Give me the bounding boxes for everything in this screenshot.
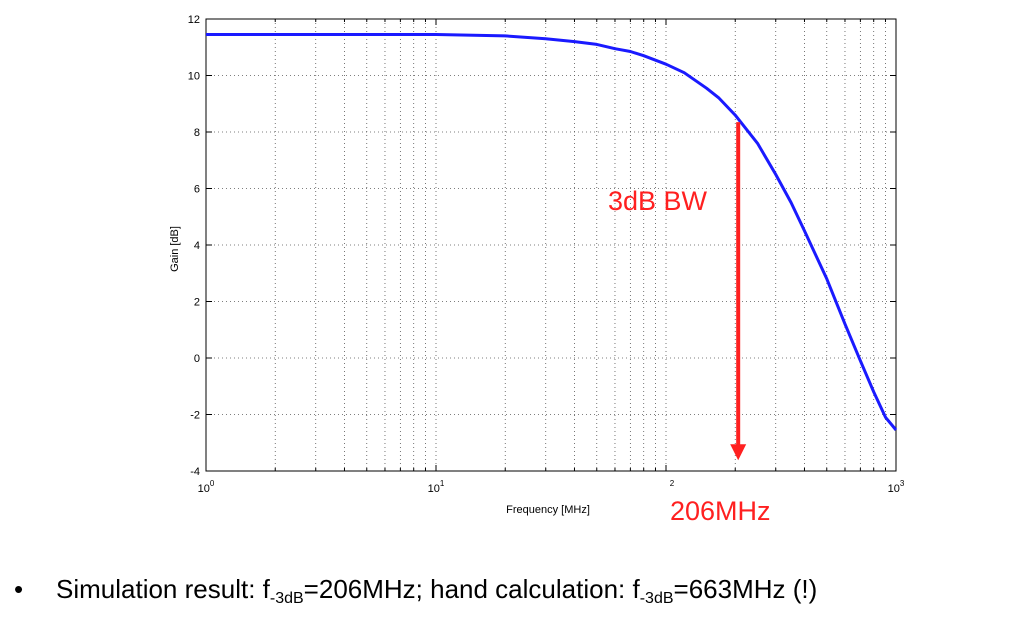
footnote-text-3: =663MHz (!) xyxy=(673,574,818,604)
y-axis-title: Gain [dB] xyxy=(169,226,181,272)
x-tick-label: 101 xyxy=(428,479,445,495)
bullet-marker: • xyxy=(14,574,24,604)
x-tick-label: 103 xyxy=(888,479,905,495)
y-tick-labels: -4 -2 0 2 4 6 8 10 12 xyxy=(188,14,200,478)
cutoff-frequency-label: 206MHz xyxy=(670,496,771,526)
footnote-text-2: =206MHz; hand calculation: f xyxy=(303,574,640,604)
bandwidth-arrow-head xyxy=(730,444,747,461)
y-tick-label: 8 xyxy=(194,127,200,139)
footnote-subscript-1: -3dB xyxy=(269,590,304,607)
y-tick-label: 4 xyxy=(194,240,200,252)
y-tick-label: -2 xyxy=(190,410,200,422)
y-tick-label: 2 xyxy=(194,297,200,309)
footnote-bullet: • Simulation result: f-3dB=206MHz; hand c… xyxy=(14,574,1024,620)
axis-ticks xyxy=(206,18,896,472)
bandwidth-label: 3dB BW xyxy=(608,186,708,216)
x-tick-label: 100 xyxy=(198,479,215,495)
y-tick-label: 0 xyxy=(194,353,200,365)
x-tick-labels: 100 101 2 103 xyxy=(198,479,905,495)
annotation-layer: 3dB BW 206MHz xyxy=(608,122,771,526)
series-layer xyxy=(206,33,898,431)
footnote-subscript-2: -3dB xyxy=(639,590,674,607)
x-tick-label: 2 xyxy=(670,479,675,488)
y-tick-label: 10 xyxy=(188,71,200,83)
x-axis-title: Frequency [MHz] xyxy=(506,504,590,516)
gain-curve-line xyxy=(206,33,898,431)
grid-lines xyxy=(206,19,896,471)
footnote-text-1: Simulation result: f xyxy=(56,574,270,604)
y-tick-label: 12 xyxy=(188,14,200,26)
y-tick-label: 6 xyxy=(194,184,200,196)
y-tick-label: -4 xyxy=(190,466,200,478)
